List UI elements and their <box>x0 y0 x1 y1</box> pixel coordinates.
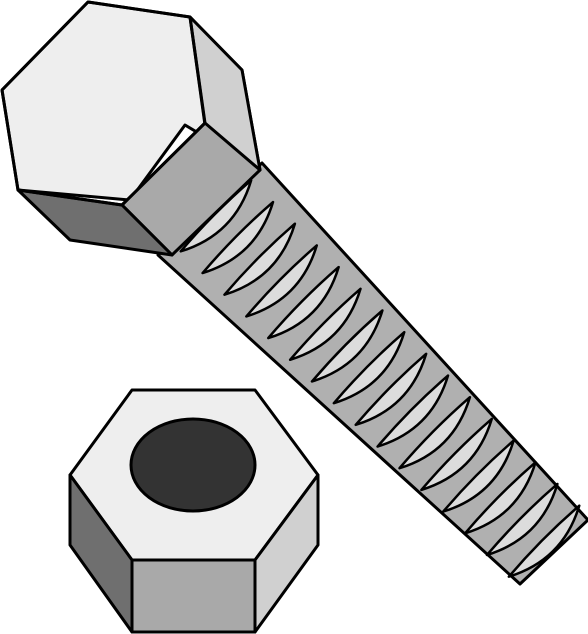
bolt-thread-ridge <box>266 265 340 340</box>
bolt-thread-ridge <box>245 244 319 318</box>
bolt-thread-ridge <box>485 482 559 557</box>
nut-hole <box>129 417 257 513</box>
hex-nut-icon <box>68 388 320 634</box>
nut-front-face <box>130 558 257 634</box>
bolt-thread-ridge <box>223 222 297 296</box>
bolt-thread-ridge <box>201 200 275 275</box>
nut-right-face <box>253 473 320 634</box>
bolt-thread-ridge <box>354 352 428 427</box>
bolt-threads <box>179 179 581 578</box>
bolt-thread-ridge <box>441 439 515 513</box>
bolt-head-edges <box>0 0 207 207</box>
bolt-thread-ridge <box>376 374 450 448</box>
bolt-thread-ridge <box>420 417 494 492</box>
bolt-thread-ridge <box>507 504 581 578</box>
bolt-thread-ridge <box>332 330 406 405</box>
hex-bolt-icon <box>0 0 262 257</box>
bolt-thread-ridge <box>288 287 362 362</box>
bolt-thread-ridge <box>398 395 472 470</box>
bolt-thread-ridge <box>463 461 537 535</box>
bolt-shank <box>156 161 588 586</box>
bolt-thread-ridge <box>310 309 384 383</box>
